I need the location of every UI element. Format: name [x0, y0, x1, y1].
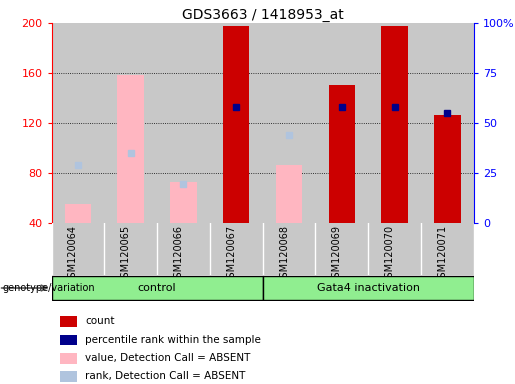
Text: genotype/variation: genotype/variation	[3, 283, 95, 293]
Bar	[52, 23, 104, 223]
Bar	[210, 23, 263, 223]
Bar	[421, 223, 474, 275]
Text: count: count	[85, 316, 115, 326]
Text: Gata4 inactivation: Gata4 inactivation	[317, 283, 420, 293]
Text: GSM120067: GSM120067	[226, 225, 236, 285]
Text: control: control	[138, 283, 176, 293]
Bar	[157, 223, 210, 275]
Bar	[329, 85, 355, 223]
Bar	[276, 165, 302, 223]
Text: GSM120065: GSM120065	[121, 225, 131, 285]
Bar	[60, 316, 77, 327]
Text: GSM120066: GSM120066	[174, 225, 183, 284]
Bar	[104, 23, 157, 223]
Bar	[170, 182, 197, 223]
Bar	[315, 23, 368, 223]
Text: GSM120071: GSM120071	[437, 225, 448, 285]
FancyBboxPatch shape	[52, 276, 263, 300]
Bar	[60, 335, 77, 345]
Bar	[52, 223, 104, 275]
Text: value, Detection Call = ABSENT: value, Detection Call = ABSENT	[85, 353, 251, 363]
Text: percentile rank within the sample: percentile rank within the sample	[85, 334, 261, 345]
Bar	[65, 204, 91, 223]
Bar	[60, 371, 77, 382]
Bar	[263, 223, 315, 275]
Text: GSM120070: GSM120070	[385, 225, 394, 285]
Bar	[368, 223, 421, 275]
Bar	[60, 353, 77, 364]
Bar	[223, 25, 249, 223]
Text: GSM120068: GSM120068	[279, 225, 289, 284]
Text: rank, Detection Call = ABSENT: rank, Detection Call = ABSENT	[85, 371, 246, 381]
Bar	[117, 75, 144, 223]
Bar	[263, 23, 315, 223]
Bar	[368, 23, 421, 223]
Bar	[434, 115, 460, 223]
Bar	[104, 223, 157, 275]
Bar	[157, 23, 210, 223]
Text: GSM120069: GSM120069	[332, 225, 342, 284]
Text: GSM120064: GSM120064	[68, 225, 78, 284]
Title: GDS3663 / 1418953_at: GDS3663 / 1418953_at	[182, 8, 344, 22]
Bar	[210, 223, 263, 275]
Bar	[315, 223, 368, 275]
Bar	[421, 23, 474, 223]
Bar	[382, 25, 408, 223]
FancyBboxPatch shape	[263, 276, 474, 300]
